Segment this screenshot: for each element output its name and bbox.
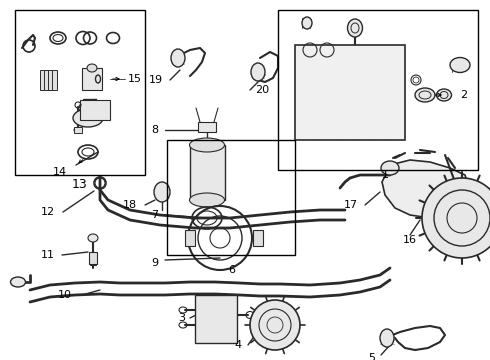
Text: 19: 19 <box>149 75 163 85</box>
Bar <box>80 100 110 120</box>
Bar <box>52 70 57 90</box>
Text: 2: 2 <box>460 90 467 100</box>
Ellipse shape <box>190 138 224 152</box>
Ellipse shape <box>171 49 185 67</box>
Bar <box>89 252 97 264</box>
Text: 10: 10 <box>58 290 72 300</box>
Ellipse shape <box>190 193 224 207</box>
Text: 8: 8 <box>151 125 158 135</box>
Bar <box>278 10 478 170</box>
Ellipse shape <box>381 161 399 175</box>
Text: 7: 7 <box>151 210 158 220</box>
Text: 3: 3 <box>178 313 185 323</box>
Text: 13: 13 <box>72 179 88 192</box>
Bar <box>40 70 45 90</box>
Text: 9: 9 <box>151 258 158 268</box>
Text: 4: 4 <box>235 340 242 350</box>
Bar <box>198 122 216 132</box>
Text: 1: 1 <box>382 170 389 180</box>
Ellipse shape <box>87 64 97 72</box>
Bar <box>295 45 405 140</box>
Bar <box>185 230 195 246</box>
Text: 20: 20 <box>255 85 269 95</box>
Ellipse shape <box>154 182 170 202</box>
Ellipse shape <box>73 109 103 127</box>
Ellipse shape <box>437 89 451 101</box>
Bar <box>48 70 53 90</box>
Text: 18: 18 <box>123 200 137 210</box>
Text: 12: 12 <box>41 207 55 217</box>
Circle shape <box>250 300 300 350</box>
Text: 15: 15 <box>128 74 142 84</box>
Ellipse shape <box>88 234 98 242</box>
Ellipse shape <box>450 58 470 72</box>
Text: 16: 16 <box>403 235 417 245</box>
Text: 17: 17 <box>344 200 358 210</box>
Polygon shape <box>382 160 470 218</box>
Bar <box>82 68 102 90</box>
Circle shape <box>422 178 490 258</box>
Ellipse shape <box>380 329 394 347</box>
Ellipse shape <box>415 88 435 102</box>
Ellipse shape <box>302 17 312 29</box>
Ellipse shape <box>347 19 363 37</box>
Bar <box>74 127 82 133</box>
Bar <box>195 295 237 343</box>
Bar <box>167 140 295 255</box>
Bar <box>15 10 145 175</box>
Ellipse shape <box>251 63 265 81</box>
Bar <box>190 145 225 200</box>
Text: 5: 5 <box>368 353 375 360</box>
Text: 11: 11 <box>41 250 55 260</box>
Text: 14: 14 <box>53 167 67 177</box>
Ellipse shape <box>10 277 25 287</box>
Text: 6: 6 <box>228 265 236 275</box>
Bar <box>44 70 49 90</box>
Bar <box>253 230 263 246</box>
